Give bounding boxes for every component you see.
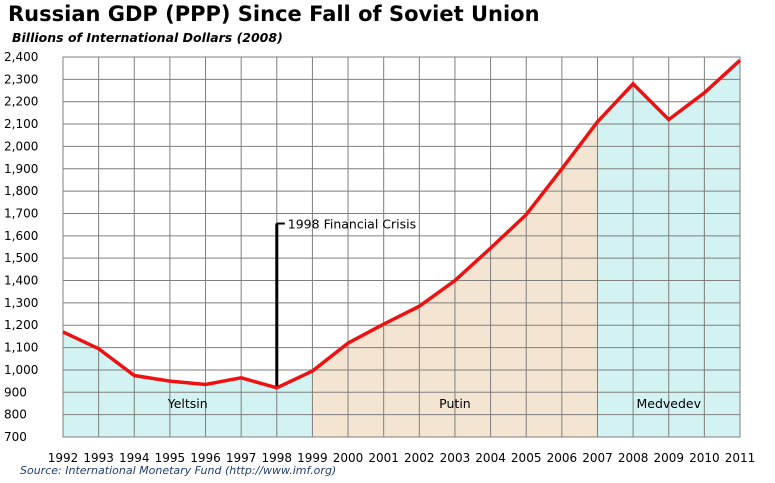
y-tick-label: 2,000 [4,139,38,153]
y-tick-label: 2,200 [4,95,38,109]
chart-title: Russian GDP (PPP) Since Fall of Soviet U… [8,2,540,26]
y-tick-label: 1,200 [4,318,38,332]
y-tick-label: 1,300 [4,296,38,310]
x-tick-label: 2003 [440,451,471,465]
x-axis-ticks: 1992 1993 1994 1995 1996 1997 1998 1999 2000 2001… [48,451,756,465]
x-tick-label: 1993 [83,451,114,465]
y-tick-label: 1,600 [4,229,38,243]
x-tick-label: 2000 [333,451,364,465]
x-tick-label: 2008 [618,451,649,465]
x-tick-label: 2010 [689,451,720,465]
y-tick-label: 1,500 [4,251,38,265]
y-tick-label: 1,400 [4,274,38,288]
x-tick-label: 2002 [404,451,435,465]
series-line [62,59,742,390]
x-tick-label: 2005 [511,451,542,465]
y-tick-label: 1,100 [4,341,38,355]
crisis-annotation-label: 1998 Financial Crisis [288,217,416,232]
x-tick-label: 1995 [155,451,186,465]
x-tick-label: 2009 [653,451,684,465]
x-tick-label: 2011 [725,451,756,465]
y-tick-label: 1,900 [4,162,38,176]
region-label-yeltsin: Yeltsin [167,396,208,411]
y-tick-label: 2,400 [4,50,38,64]
y-tick-label: 2,300 [4,72,38,86]
y-tick-label: 2,100 [4,117,38,131]
x-tick-label: 1992 [48,451,79,465]
region-label-putin: Putin [439,396,471,411]
source-note: Source: International Monetary Fund (htt… [20,464,337,477]
grid-lines [62,56,741,438]
y-tick-label: 1,000 [4,363,38,377]
chart-subtitle: Billions of International Dollars (2008) [12,30,283,45]
y-tick-label: 900 [4,385,27,399]
x-tick-label: 1997 [226,451,257,465]
x-tick-label: 1994 [119,451,150,465]
x-tick-label: 1999 [297,451,328,465]
x-tick-label: 1996 [190,451,221,465]
y-tick-label: 1,800 [4,184,38,198]
annotations: 1998 Financial Crisis [275,217,416,388]
x-tick-label: 2006 [547,451,578,465]
x-tick-label: 2004 [475,451,506,465]
y-tick-label: 1,700 [4,206,38,220]
gdp-series-line [62,59,742,390]
x-tick-label: 2007 [582,451,613,465]
region-label-medvedev: Medvedev [636,396,701,411]
region-labels: Yeltsin Putin Medvedev [167,396,702,411]
x-tick-label: 2001 [368,451,399,465]
y-axis-ticks: 700 800 900 1,000 1,100 1,200 1,300 1,400 1,500 1… [4,50,38,444]
y-tick-label: 800 [4,408,27,422]
x-tick-label: 1998 [262,451,293,465]
plot-area-border [62,56,741,438]
y-tick-label: 700 [4,430,27,444]
